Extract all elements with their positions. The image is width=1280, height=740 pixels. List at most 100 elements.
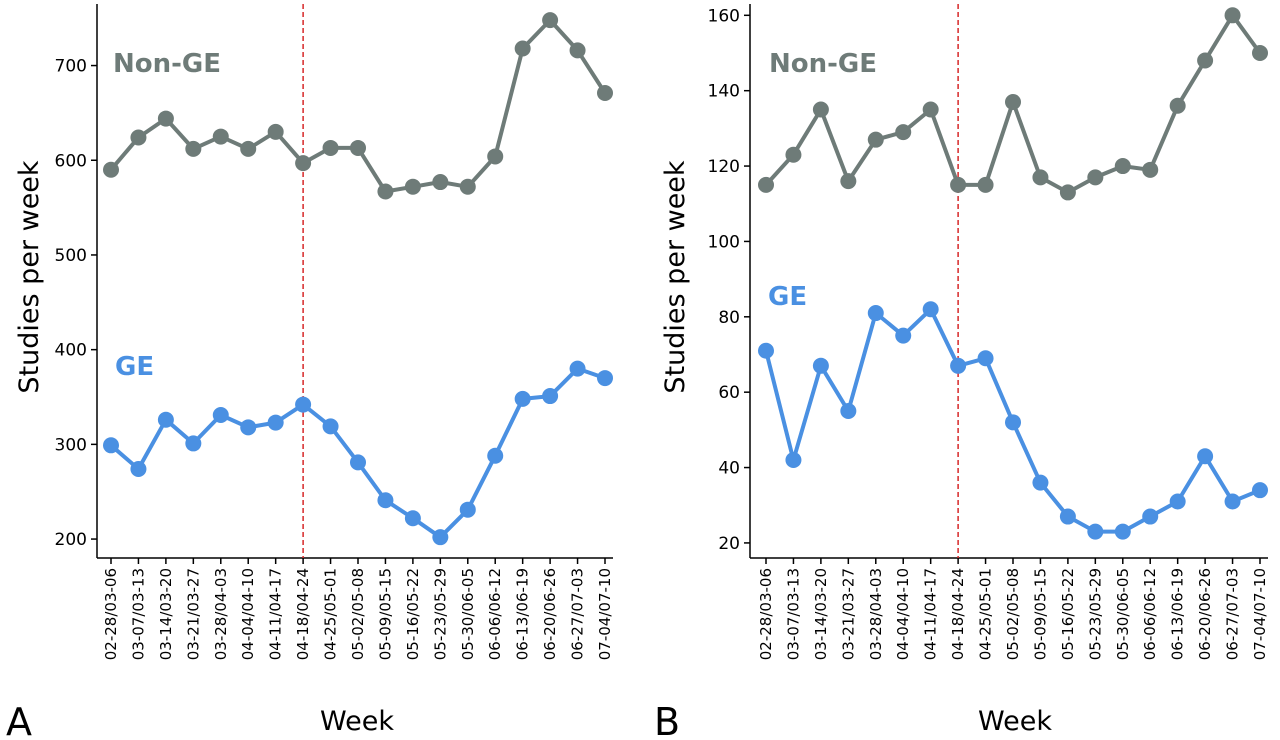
- panel-b-letter: B: [654, 700, 680, 740]
- panel-b-non-ge-point: [1114, 158, 1131, 175]
- panel-b-non-ge-point: [1169, 97, 1186, 114]
- panel-a-x-tick-label: 03-28/04-03: [212, 568, 230, 660]
- panel-a-ge-point: [157, 411, 174, 428]
- panel-a-non-ge-point: [212, 128, 229, 145]
- panel-a-ge-point: [432, 529, 449, 546]
- panel-a-x-tick-label: 05-16/05-22: [404, 568, 422, 660]
- panel-a-ge-label: GE: [115, 352, 154, 382]
- panel-b-ge-point: [1032, 474, 1049, 491]
- panel-a-ge-point: [350, 454, 366, 471]
- panel-b-non-ge-point: [1252, 44, 1268, 61]
- panel-a-x-tick-label: 04-18/04-24: [294, 568, 312, 660]
- panel-b-y-tick-label: 140: [708, 82, 740, 102]
- panel-a-y-tick-label: 300: [55, 435, 87, 455]
- panel-a-non-ge-point: [350, 139, 366, 156]
- panel-b-ge-point: [1197, 448, 1214, 465]
- panel-b-non-ge-point: [758, 176, 774, 193]
- panel-a-y-tick-label: 400: [55, 341, 87, 361]
- panel-a-ge-point: [404, 510, 421, 527]
- panel-b: 20 40 60 80 100 120 140 160 02-28/03-06 03-07/03-…: [654, 4, 1269, 740]
- panel-b-x-tick-label: 04-25/05-01: [977, 568, 995, 660]
- panel-a-non-ge-point: [404, 178, 421, 195]
- panel-b-y-axis-title: Studies per week: [660, 160, 691, 393]
- panel-b-x-tick-label: 03-14/03-20: [812, 568, 830, 660]
- panel-a-ge-point: [487, 447, 504, 464]
- panel-a-ge-point: [459, 501, 476, 518]
- panel-b-ge-point: [950, 357, 967, 374]
- panel-b-ge-point: [1169, 493, 1186, 510]
- panel-a-non-ge-point: [322, 139, 339, 156]
- panel-a-non-ge-point: [542, 12, 559, 29]
- panel-b-non-ge-point: [895, 124, 912, 141]
- panel-b-x-tick-label: 05-23/05-29: [1086, 568, 1104, 660]
- panel-b-x-tick-label: 06-27/07-03: [1224, 568, 1242, 660]
- panel-a-ge-point: [569, 360, 586, 377]
- panel-a-x-tick-label: 05-30/06-05: [459, 568, 477, 660]
- panel-a-x-tick-label: 04-25/05-01: [322, 568, 340, 660]
- panel-b-ge-point: [1087, 523, 1104, 540]
- panel-b-y-tick-label: 80: [718, 308, 740, 328]
- panel-a-ge-point: [377, 492, 394, 509]
- panel-a-x-tick-label: 03-21/03-27: [184, 568, 202, 660]
- panel-a-x-tick-label: 06-06/06-12: [486, 568, 504, 660]
- panel-b-x-axis-title: Week: [978, 706, 1052, 737]
- panel-a-non-ge-point: [569, 42, 586, 59]
- panel-b-y-tick-label: 160: [708, 6, 740, 26]
- panel-a-x-tick-label: 06-20/06-26: [541, 568, 559, 660]
- panel-a-x-tick-label: 02-28/03-06: [102, 568, 120, 660]
- panel-a-non-ge-point: [597, 85, 613, 102]
- panel-a-x-tick-label: 03-14/03-20: [157, 568, 175, 660]
- panel-a-y-tick-label: 700: [55, 57, 87, 77]
- panel-a-x-tick-label: 06-27/07-03: [569, 568, 587, 660]
- panel-a-non-ge-point: [514, 40, 531, 57]
- panel-a-ge-point: [185, 435, 202, 452]
- panel-b-non-ge-point: [950, 176, 967, 193]
- panel-b-y-tick-label: 60: [718, 383, 740, 403]
- panel-b-non-ge-label: Non-GE: [769, 49, 877, 79]
- panel-b-ge-point: [785, 452, 802, 469]
- panel-b-x-tick-label: 05-09/05-15: [1031, 568, 1049, 660]
- panel-b-x-tick-label: 06-20/06-26: [1196, 568, 1214, 660]
- panel-b-x-tick-label: 04-04/04-10: [894, 568, 912, 660]
- panel-b-ge-point: [840, 403, 857, 420]
- panel-b-non-ge-point: [1005, 93, 1021, 110]
- panel-a-non-ge-point: [267, 123, 284, 140]
- panel-a-non-ge-point: [130, 129, 147, 146]
- panel-a: 200 300 400 500 600 700 02-28/03-06 03-07/03-13…: [6, 4, 614, 740]
- panel-b-non-ge-point: [1059, 184, 1076, 201]
- panel-b-ge-point: [1142, 508, 1159, 525]
- panel-a-ge-point: [322, 418, 339, 435]
- panel-b-x-tick-label: 06-13/06-19: [1169, 568, 1187, 660]
- panel-a-letter: A: [6, 700, 32, 740]
- panel-b-y-tick-label: 120: [708, 157, 740, 177]
- panel-a-ge-point: [295, 396, 312, 413]
- panel-b-ge-point: [867, 305, 884, 322]
- panel-b-y-tick-label: 100: [708, 232, 740, 252]
- panel-b-ge-point: [895, 327, 912, 344]
- panel-a-non-ge-point: [185, 140, 202, 157]
- panel-b-x-tick-label: 04-11/04-17: [922, 568, 940, 660]
- panel-b-ge-point: [1252, 482, 1268, 499]
- panel-a-ge-point: [267, 414, 284, 431]
- panel-a-non-ge-line: [109, 18, 607, 194]
- panel-b-x-tick-label: 04-18/04-24: [949, 568, 967, 660]
- panel-b-ge-point: [1114, 523, 1131, 540]
- panel-b-x-tick-label: 03-21/03-27: [839, 568, 857, 660]
- panel-b-non-ge-point: [1142, 161, 1159, 178]
- panel-b-non-ge-point: [1224, 7, 1241, 24]
- panel-b-ge-point: [1224, 493, 1241, 510]
- panel-a-ge-line: [109, 366, 606, 540]
- panel-a-non-ge-point: [295, 155, 312, 172]
- panel-a-ge-point: [597, 370, 613, 387]
- panel-a-non-ge-point: [487, 148, 504, 165]
- panel-b-non-ge-point: [1197, 52, 1214, 69]
- panel-b-x-tick-label: 03-28/04-03: [867, 568, 885, 660]
- panel-b-x-tick-label: 06-06/06-12: [1141, 568, 1159, 660]
- panel-b-y-tick-label: 20: [718, 534, 740, 554]
- panel-b-non-ge-point: [1032, 169, 1049, 186]
- panel-a-x-tick-label: 04-04/04-10: [239, 568, 257, 660]
- panel-a-x-tick-label: 05-09/05-15: [376, 568, 394, 660]
- panel-b-ge-label: GE: [768, 282, 807, 312]
- panel-b-y-tick-label: 40: [718, 459, 740, 479]
- panel-b-ge-point: [922, 301, 939, 318]
